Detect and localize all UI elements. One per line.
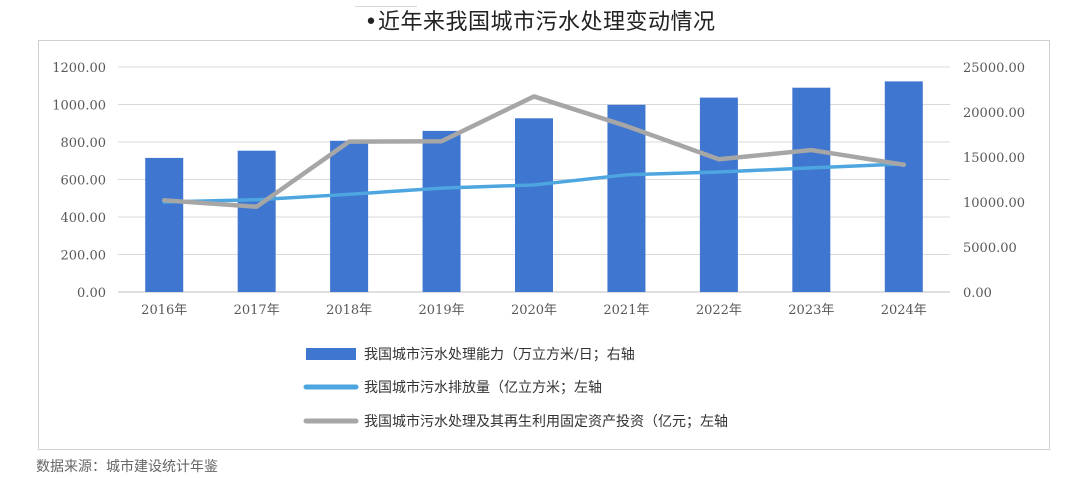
x-tick-label: 2019年 [419, 303, 465, 318]
right-tick-label: 5000.00 [963, 241, 1017, 256]
x-tick-label: 2023年 [788, 303, 834, 318]
bar [792, 87, 831, 292]
bar-series [145, 81, 923, 293]
bar [607, 104, 646, 292]
left-tick-label: 800.00 [61, 136, 107, 151]
bar [145, 157, 184, 292]
series-line [161, 94, 907, 209]
left-tick-label: 600.00 [61, 174, 107, 189]
bar [422, 130, 461, 292]
left-tick-label: 0.00 [77, 286, 106, 301]
right-axis-ticks: 0.00 5000.00 10000.00 15000.00 20000.00 25000… [963, 61, 1025, 301]
x-tick-label: 2021年 [603, 303, 649, 318]
bar [884, 81, 923, 293]
bar [330, 140, 369, 292]
right-tick-label: 0.00 [963, 286, 992, 301]
chart-title: •近年来我国城市污水处理变动情况 [364, 10, 716, 35]
legend-swatch-bar [306, 348, 356, 360]
right-tick-label: 20000.00 [963, 106, 1025, 121]
series-line [162, 162, 906, 204]
left-tick-label: 1200.00 [52, 61, 106, 76]
x-tick-label: 2024年 [881, 303, 927, 318]
data-source-note: 数据来源：城市建设统计年鉴 [36, 459, 218, 475]
left-tick-label: 400.00 [61, 211, 107, 226]
right-tick-label: 25000.00 [963, 61, 1025, 76]
x-axis-ticks: 2016年 2017年 2018年 2019年 2020年 2021年 2022年 2023年… [141, 303, 927, 318]
bar [699, 97, 738, 292]
x-tick-label: 2018年 [326, 303, 372, 318]
x-tick-label: 2017年 [234, 303, 280, 318]
x-tick-label: 2020年 [511, 303, 557, 318]
legend-label: 我国城市污水处理及其再生利用固定资产投资（亿元；左轴 [364, 413, 728, 430]
right-tick-label: 10000.00 [963, 196, 1025, 211]
x-tick-label: 2016年 [141, 303, 187, 318]
chart-frame [38, 40, 1050, 450]
left-tick-label: 1000.00 [52, 99, 106, 114]
left-axis-ticks: 0.00 200.00 400.00 600.00 800.00 1000.00 1200.… [52, 61, 106, 301]
line-series [161, 94, 907, 209]
legend-label: 我国城市污水排放量（亿立方米；左轴 [364, 379, 602, 396]
legend: 我国城市污水处理能力（万立方米/日；右轴我国城市污水排放量（亿立方米；左轴我国城… [303, 346, 728, 430]
x-tick-label: 2022年 [696, 303, 742, 318]
right-tick-label: 15000.00 [963, 151, 1025, 166]
bar [237, 150, 276, 292]
title-decoration-line [355, 6, 417, 7]
bar [515, 118, 553, 292]
legend-label: 我国城市污水处理能力（万立方米/日；右轴 [364, 346, 635, 363]
left-tick-label: 200.00 [61, 249, 107, 264]
